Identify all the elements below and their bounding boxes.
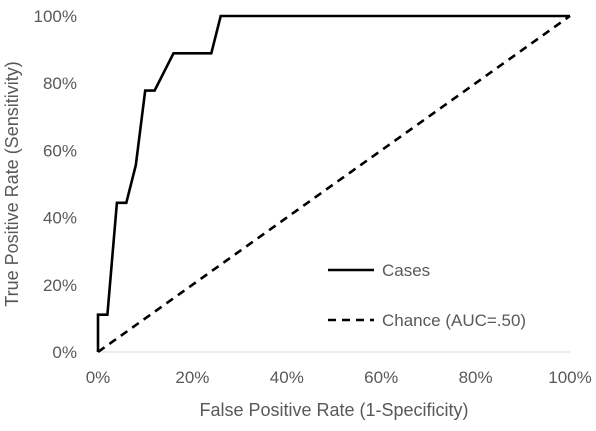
y-tick-label: 0% xyxy=(52,343,77,362)
x-tick-label: 0% xyxy=(86,368,111,387)
x-axis-title: False Positive Rate (1-Specificity) xyxy=(199,400,468,420)
legend-chance-label: Chance (AUC=.50) xyxy=(382,311,526,330)
y-tick-label: 20% xyxy=(43,276,77,295)
y-tick-label: 60% xyxy=(43,141,77,160)
x-tick-label: 100% xyxy=(548,368,591,387)
x-tick-label: 60% xyxy=(364,368,398,387)
tick-labels: 0% 20% 40% 60% 80% 100% 0% 20% 40% 60% 80% 100% xyxy=(34,7,592,387)
series-chance-line xyxy=(97,14,571,354)
y-tick-label: 80% xyxy=(43,74,77,93)
y-tick-label: 100% xyxy=(34,7,77,26)
x-tick-label: 40% xyxy=(270,368,304,387)
series-cases-line xyxy=(96,14,570,352)
series-layer xyxy=(96,14,571,354)
y-tick-label: 40% xyxy=(43,209,77,228)
x-tick-label: 20% xyxy=(175,368,209,387)
legend-cases-label: Cases xyxy=(382,261,430,280)
x-tick-label: 80% xyxy=(459,368,493,387)
y-axis-title: True Positive Rate (Sensitivity) xyxy=(2,61,22,306)
legend: Cases Chance (AUC=.50) xyxy=(328,261,526,330)
